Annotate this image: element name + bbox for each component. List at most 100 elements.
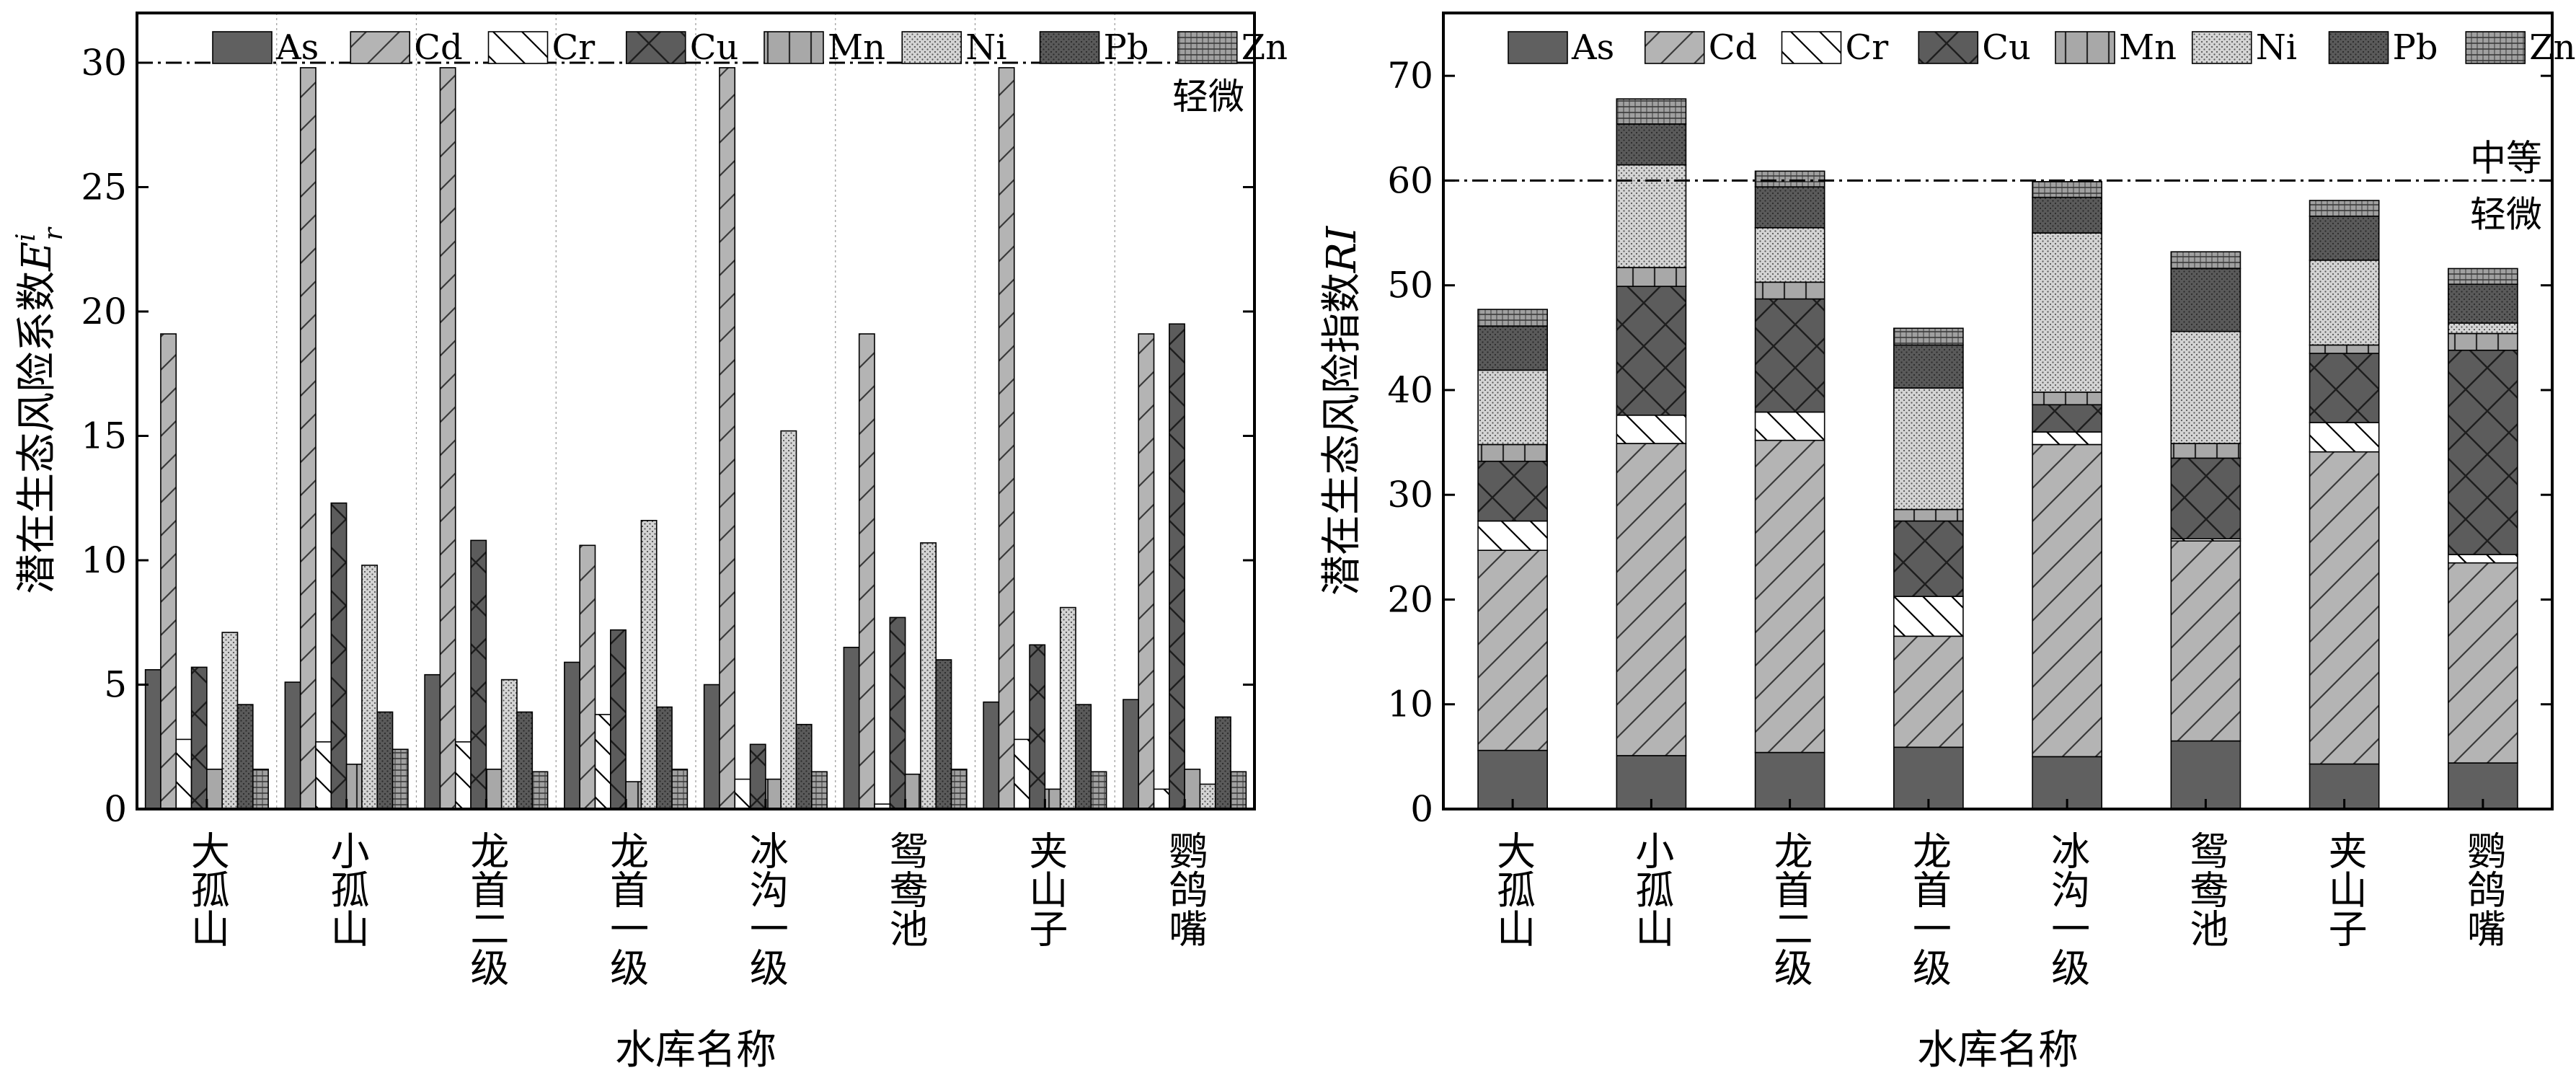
bar-cr-4 — [594, 714, 611, 810]
bar-as-5 — [703, 684, 720, 810]
x-tick-label: 小孤山 — [324, 831, 369, 947]
legend-swatch-mn — [763, 31, 824, 64]
stack-segment-ni-5 — [2032, 232, 2102, 393]
bar-zn-3 — [531, 771, 549, 810]
plot-frame — [1442, 12, 2554, 810]
threshold-label-above: 中等 — [2470, 137, 2542, 179]
stack-segment-cu-7 — [2309, 353, 2380, 423]
bar-cr-1 — [175, 738, 192, 810]
bar-ni-2 — [361, 565, 379, 810]
stack-segment-cu-2 — [1616, 286, 1687, 416]
legend-label-cd: Cd — [1709, 27, 1757, 68]
bar-mn-1 — [206, 769, 223, 810]
bar-ni-3 — [500, 679, 518, 810]
bar-as-8 — [1123, 699, 1139, 810]
stack-segment-cd-3 — [1754, 439, 1825, 754]
threshold-label-below: 轻微 — [1172, 76, 1244, 118]
legend-swatch-pb — [1039, 31, 1100, 64]
stack-segment-cd-2 — [1616, 443, 1687, 756]
legend-label-cd: Cd — [414, 27, 462, 68]
bar-ni-7 — [1059, 606, 1076, 810]
bar-zn-1 — [252, 769, 269, 810]
bar-cd-5 — [719, 67, 736, 810]
y-tick-label: 40 — [1387, 369, 1433, 411]
x-tick-label: 鸳鸯池 — [882, 831, 928, 947]
bar-cu-4 — [610, 629, 627, 810]
bar-ni-8 — [1199, 783, 1216, 810]
bar-mn-4 — [625, 781, 642, 810]
stack-segment-zn-3 — [1754, 170, 1825, 187]
stack-segment-zn-8 — [2448, 268, 2518, 286]
legend-label-cu: Cu — [1982, 27, 2031, 68]
x-tick-label: 鹦鸽嘴 — [2460, 831, 2505, 947]
bar-mn-7 — [1044, 788, 1061, 810]
legend-swatch-pb — [2328, 31, 2389, 64]
legend-swatch-ni — [901, 31, 962, 64]
stack-segment-cr-5 — [2032, 431, 2102, 446]
bar-cr-2 — [315, 741, 332, 810]
stack-segment-cu-1 — [1477, 460, 1548, 522]
legend-label-ni: Ni — [965, 27, 1006, 68]
stack-segment-ni-7 — [2309, 260, 2380, 346]
y-tick-label: 50 — [1387, 265, 1433, 306]
legend-label-pb: Pb — [1104, 27, 1149, 68]
bar-pb-3 — [516, 711, 534, 810]
bar-cu-5 — [749, 743, 766, 810]
stack-segment-pb-3 — [1754, 186, 1825, 229]
stack-segment-mn-1 — [1477, 443, 1548, 462]
left-panel-grouped-bar-chart: 轻微 As Cd Cr Cu Mn Ni Pb Zn 0 5 10 15 20 25 30 大孤山 小孤山 龙首二级… — [12, 12, 1288, 1074]
stack-segment-as-4 — [1893, 746, 1964, 810]
stack-segment-cr-4 — [1893, 596, 1964, 637]
legend-label-cu: Cu — [690, 27, 739, 68]
x-tick-label: 大孤山 — [1490, 831, 1536, 947]
y-tick-label: 60 — [1387, 159, 1433, 201]
bar-mn-3 — [485, 769, 503, 810]
bar-cu-6 — [889, 617, 906, 810]
stack-segment-mn-8 — [2448, 332, 2518, 351]
stack-segment-pb-4 — [1893, 344, 1964, 389]
stack-segment-cd-4 — [1893, 635, 1964, 748]
stack-segment-cu-8 — [2448, 349, 2518, 555]
legend-label-as: As — [275, 27, 319, 68]
stack-segment-cd-6 — [2170, 540, 2241, 742]
stack-segment-zn-2 — [1616, 98, 1687, 125]
stack-segment-cr-1 — [1477, 520, 1548, 551]
stack-segment-ni-6 — [2170, 330, 2241, 444]
stack-segment-cu-4 — [1893, 520, 1964, 597]
stack-segment-mn-2 — [1616, 267, 1687, 287]
stack-segment-cd-1 — [1477, 549, 1548, 751]
legend-swatch-as — [1508, 31, 1568, 64]
stack-segment-cr-7 — [2309, 422, 2380, 453]
bar-ni-6 — [920, 542, 937, 810]
y-axis-label-superscript: i — [12, 233, 41, 242]
x-tick-label: 夹山子 — [1022, 831, 1068, 947]
bar-as-4 — [564, 661, 580, 810]
stack-segment-zn-1 — [1477, 309, 1548, 327]
bar-zn-8 — [1230, 771, 1247, 810]
stack-segment-mn-7 — [2309, 344, 2380, 354]
legend-label-cr: Cr — [1846, 27, 1889, 68]
bar-pb-5 — [795, 723, 813, 810]
stack-segment-mn-6 — [2170, 443, 2241, 459]
bar-cu-2 — [330, 502, 348, 810]
legend-label-cr: Cr — [552, 27, 596, 68]
legend-swatch-zn — [1177, 31, 1238, 64]
x-axis-label: 水库名称 — [615, 1027, 776, 1074]
bar-pb-8 — [1214, 716, 1231, 810]
stack-segment-ni-2 — [1616, 164, 1687, 268]
stack-segment-pb-8 — [2448, 283, 2518, 324]
bar-cr-7 — [1013, 738, 1030, 810]
bar-pb-6 — [935, 659, 952, 810]
bar-zn-5 — [811, 771, 828, 810]
legend-swatch-cd — [1644, 31, 1705, 64]
bar-cd-3 — [439, 67, 456, 810]
stack-segment-mn-5 — [2032, 392, 2102, 406]
bar-cu-1 — [190, 666, 208, 810]
legend-swatch-cu — [1918, 31, 1979, 64]
bar-as-6 — [843, 646, 860, 810]
bar-ni-5 — [780, 430, 797, 810]
bar-zn-7 — [1090, 771, 1107, 810]
x-tick-label: 鸳鸯池 — [2183, 831, 2228, 947]
bar-as-7 — [983, 701, 1000, 810]
legend-swatch-zn — [2465, 31, 2526, 64]
